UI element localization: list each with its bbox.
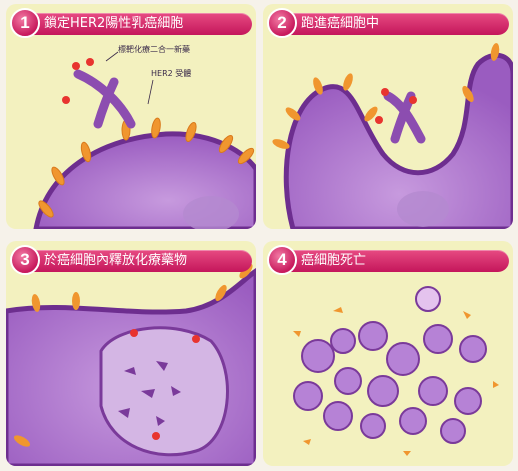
step-3-header: 於癌細胞內釋放化療藥物 3 bbox=[10, 245, 252, 275]
step-1-header: 鎖定HER2陽性乳癌細胞 1 bbox=[10, 8, 252, 38]
step-4-title: 癌細胞死亡 bbox=[277, 250, 509, 272]
step-4-number: 4 bbox=[267, 245, 297, 275]
step-2-header: 跑進癌細胞中 2 bbox=[267, 8, 509, 38]
step-4-panel: 癌細胞死亡 4 bbox=[263, 241, 513, 466]
step-4-header: 癌細胞死亡 4 bbox=[267, 245, 509, 275]
step-1-number: 1 bbox=[10, 8, 40, 38]
step-3-panel: 於癌細胞內釋放化療藥物 3 bbox=[6, 241, 256, 466]
step-2-title: 跑進癌細胞中 bbox=[277, 13, 509, 35]
step-3-title: 於癌細胞內釋放化療藥物 bbox=[20, 250, 252, 272]
step-2-number: 2 bbox=[267, 8, 297, 38]
step-1-title: 鎖定HER2陽性乳癌細胞 bbox=[20, 13, 252, 35]
step-3-illustration bbox=[6, 263, 256, 466]
step-1-panel: 標靶化療二合一新藥 HER2 受體 鎖定HER2陽性乳癌細胞 1 bbox=[6, 4, 256, 229]
step-3-number: 3 bbox=[10, 245, 40, 275]
step-4-illustration bbox=[293, 286, 499, 456]
step-2-illustration bbox=[272, 43, 513, 229]
drug-label: 標靶化療二合一新藥 bbox=[118, 45, 190, 54]
step-1-illustration bbox=[33, 51, 256, 229]
step-2-panel: 跑進癌細胞中 2 bbox=[263, 4, 513, 229]
her2-receptor-label: HER2 受體 bbox=[151, 69, 192, 78]
